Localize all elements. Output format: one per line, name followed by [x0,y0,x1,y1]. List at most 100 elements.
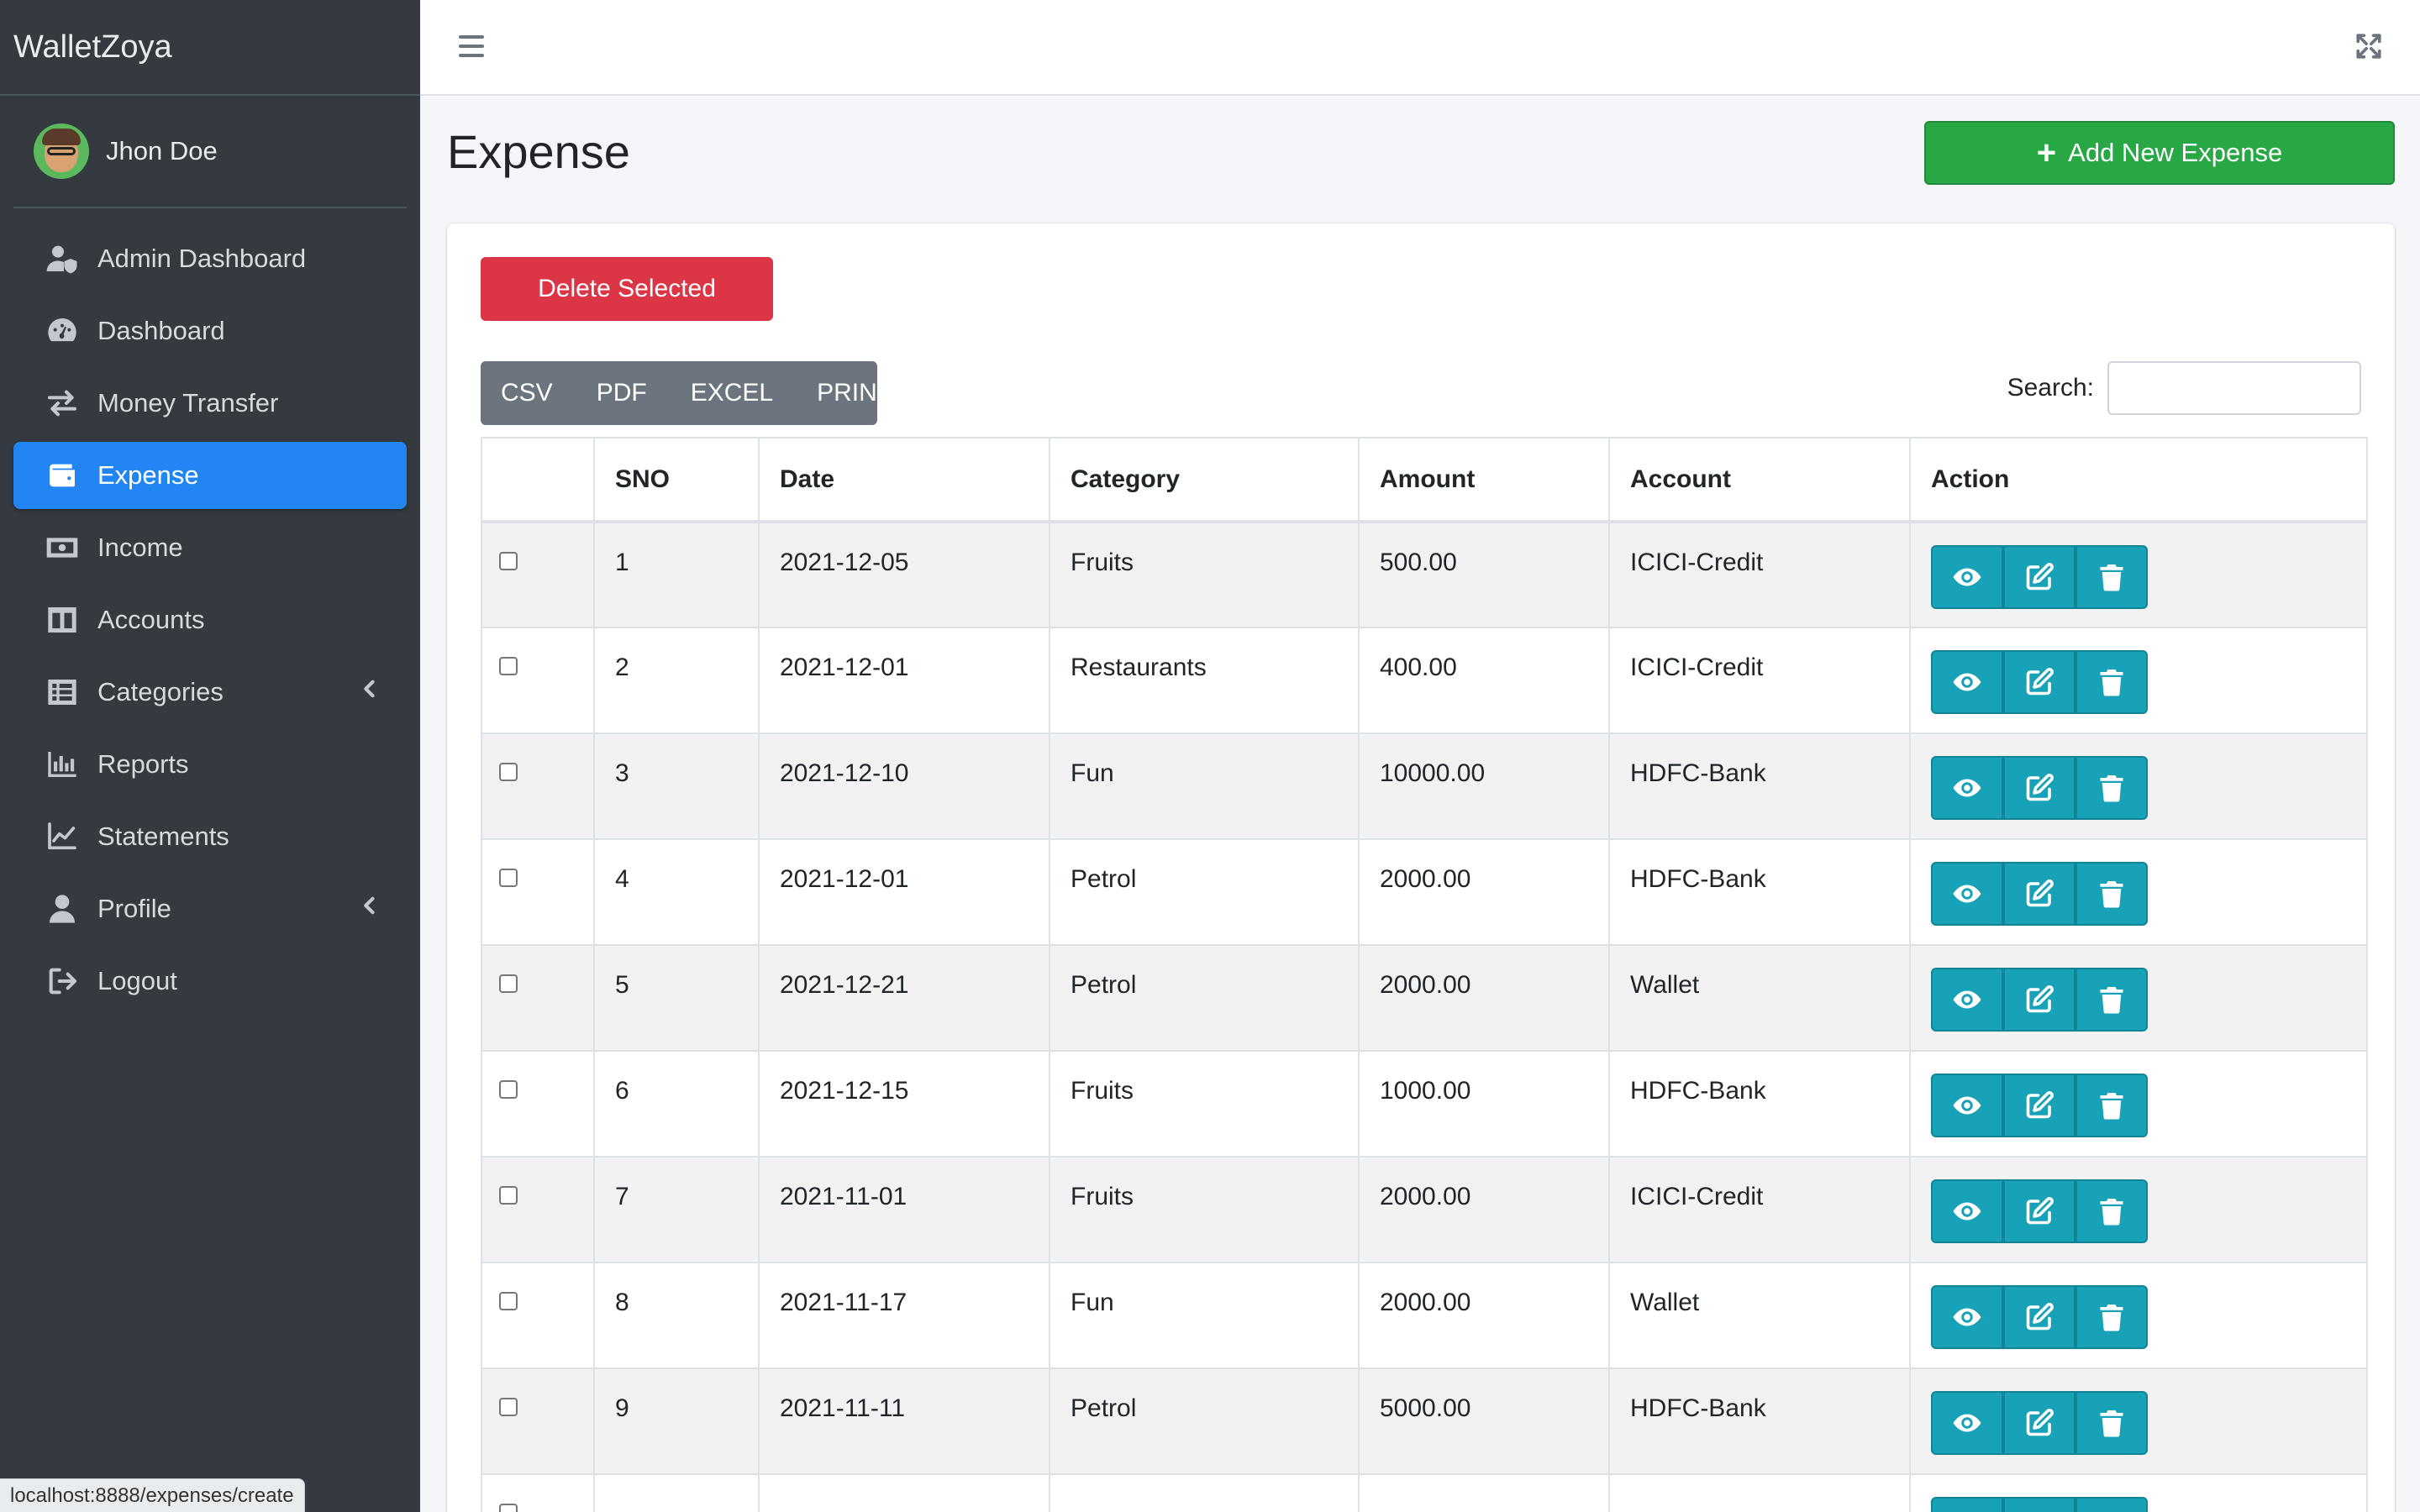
search-label: Search: [2007,374,2094,402]
delete-button[interactable] [2075,1391,2148,1455]
brand-logo[interactable]: WalletZoya [0,0,420,96]
row-checkbox[interactable] [499,1504,518,1512]
sidebar-item-label: Expense [97,460,199,490]
menu-toggle-icon[interactable] [459,35,484,57]
delete-button[interactable] [2075,756,2148,820]
view-button[interactable] [1931,1285,2003,1349]
row-actions [1931,650,2346,714]
sidebar-item-label: Income [97,533,183,562]
view-button[interactable] [1931,1179,2003,1243]
view-button[interactable] [1931,1074,2003,1137]
view-button[interactable] [1931,1391,2003,1455]
delete-button[interactable] [2075,862,2148,926]
view-button[interactable] [1931,545,2003,609]
column-header-select[interactable] [481,437,595,523]
delete-button[interactable] [2075,1179,2148,1243]
row-actions [1931,1497,2346,1512]
edit-icon [2024,667,2054,697]
cell-amount: 1000.00 [1358,1050,1610,1158]
cell-sno: 9 [593,1368,760,1475]
search-input[interactable] [2107,361,2361,415]
row-checkbox[interactable] [499,1186,518,1205]
row-checkbox[interactable] [499,1080,518,1099]
delete-button[interactable] [2075,545,2148,609]
column-header-date[interactable]: Date [758,437,1050,523]
table-row: 4 2021-12-01 Petrol 2000.00 HDFC-Bank [481,838,2368,946]
delete-button[interactable] [2075,968,2148,1032]
row-checkbox[interactable] [499,657,518,675]
sidebar-item-statements[interactable]: Statements [13,803,407,870]
sidebar-item-admin-dashboard[interactable]: Admin Dashboard [13,225,407,292]
export-csv-button[interactable]: CSV [501,379,553,407]
row-checkbox[interactable] [499,763,518,781]
sidebar-item-label: Logout [97,966,177,995]
edit-button[interactable] [2003,650,2075,714]
edit-button[interactable] [2003,1179,2075,1243]
export-excel-button[interactable]: EXCEL [690,379,774,407]
delete-button[interactable] [2075,1497,2148,1512]
cell-sno: 2 [593,627,760,734]
column-header-sno[interactable]: SNO [593,437,760,523]
edit-icon [2024,773,2054,803]
eye-icon [1952,562,1982,592]
row-checkbox[interactable] [499,974,518,993]
bar-chart-icon [45,748,79,781]
view-button[interactable] [1931,1497,2003,1512]
column-header-amount[interactable]: Amount [1358,437,1610,523]
row-actions [1931,1074,2346,1137]
sidebar-item-label: Reports [97,749,189,779]
edit-button[interactable] [2003,756,2075,820]
sidebar-item-income[interactable]: Income [13,514,407,581]
edit-button[interactable] [2003,862,2075,926]
fullscreen-icon[interactable] [2354,32,2383,60]
edit-button[interactable] [2003,1497,2075,1512]
view-button[interactable] [1931,968,2003,1032]
export-button-group: CSV PDF EXCEL PRINT [481,361,892,425]
edit-icon [2024,879,2054,909]
edit-button[interactable] [2003,1391,2075,1455]
sidebar-item-expense[interactable]: Expense [13,442,407,509]
row-actions [1931,545,2346,609]
select-cell [481,1050,595,1158]
cell-action [1909,944,2368,1052]
sidebar-item-money-transfer[interactable]: Money Transfer [13,370,407,437]
cell-sno: 4 [593,838,760,946]
view-button[interactable] [1931,862,2003,926]
cell-sno: 8 [593,1262,760,1369]
user-shield-icon [45,242,79,276]
sidebar-item-accounts[interactable]: Accounts [13,586,407,654]
export-pdf-button[interactable]: PDF [596,379,647,407]
column-header-category[interactable]: Category [1049,437,1360,523]
row-checkbox[interactable] [499,1398,518,1416]
row-checkbox[interactable] [499,1292,518,1310]
delete-button[interactable] [2075,1285,2148,1349]
cell-category: Restaurants [1049,627,1360,734]
user-panel[interactable]: Jhon Doe [13,96,407,208]
sidebar-item-categories[interactable]: Categories [13,659,407,726]
column-header-account[interactable]: Account [1608,437,1911,523]
sidebar-item-profile[interactable]: Profile [13,875,407,942]
sidebar-item-label: Admin Dashboard [97,244,307,273]
delete-button[interactable] [2075,1074,2148,1137]
sidebar-item-dashboard[interactable]: Dashboard [13,297,407,365]
cell-account: ICICI-Credit [1608,521,1911,628]
cell-account: HDFC-Bank [1608,838,1911,946]
add-new-expense-button[interactable]: + Add New Expense [1924,121,2395,185]
edit-button[interactable] [2003,1285,2075,1349]
user-name[interactable]: Jhon Doe [106,136,218,165]
trash-icon [2096,879,2127,909]
sidebar-item-reports[interactable]: Reports [13,731,407,798]
row-actions [1931,1391,2346,1455]
edit-button[interactable] [2003,1074,2075,1137]
view-button[interactable] [1931,650,2003,714]
edit-button[interactable] [2003,968,2075,1032]
edit-button[interactable] [2003,545,2075,609]
row-checkbox[interactable] [499,869,518,887]
row-checkbox[interactable] [499,552,518,570]
delete-selected-button[interactable]: Delete Selected [481,257,773,321]
sidebar-item-logout[interactable]: Logout [13,948,407,1015]
cell-action [1909,838,2368,946]
delete-button[interactable] [2075,650,2148,714]
view-button[interactable] [1931,756,2003,820]
export-print-button[interactable]: PRINT [817,379,893,407]
